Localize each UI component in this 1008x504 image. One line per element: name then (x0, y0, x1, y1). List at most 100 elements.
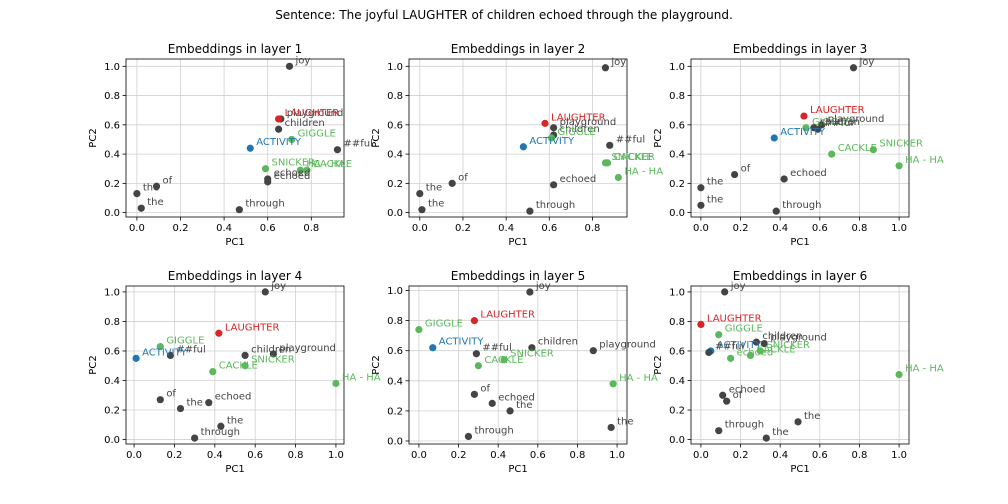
y-tick-label: 0.2 (387, 179, 403, 190)
x-tick-label: 0.0 (411, 450, 427, 461)
point-other (526, 288, 534, 296)
point-other (731, 170, 739, 179)
subplot-3: 0.0 0.2 0.4 0.6 0.8 1.0 0.0 0.2 0.4 0.6 0.8 1.0 Embe… (653, 42, 944, 248)
point-label: GIGGLE (298, 128, 336, 139)
y-axis-label: PC2 (653, 355, 664, 374)
point-label: CACKLE (313, 159, 352, 170)
point-label: through (725, 420, 764, 431)
point-other (152, 182, 161, 190)
point-related (895, 162, 903, 170)
y-tick-label: 0.4 (104, 376, 120, 387)
point-label: echoed (560, 174, 597, 185)
x-tick-label: 0.4 (207, 450, 223, 461)
point-label: playground (599, 340, 656, 351)
y-axis-label: PC2 (88, 355, 99, 374)
y-tick-label: 0.0 (104, 208, 120, 219)
point-other (472, 350, 480, 358)
subplot-title: Embeddings in layer 2 (451, 42, 585, 56)
point-other (448, 179, 456, 187)
point-label: the (772, 427, 788, 438)
point-label: of (741, 164, 751, 175)
point-label: CACKLE (838, 143, 877, 154)
y-tick-label: 0.0 (104, 435, 120, 446)
y-tick-label: 0.6 (387, 120, 403, 131)
point-label: LAUGHTER (480, 310, 535, 321)
y-tick-label: 0.0 (387, 436, 403, 447)
x-tick-label: 0.8 (852, 223, 868, 234)
point-label: ACTIVITY (142, 347, 188, 358)
figure-suptitle: Sentence: The joyful LAUGHTER of childre… (275, 8, 733, 22)
point-label: joy (295, 55, 311, 66)
y-tick-label: 0.8 (387, 91, 403, 102)
subplot-2: 0.0 0.2 0.4 0.6 0.8 0.0 0.2 0.4 0.6 0.8 1.0 Embeddi… (371, 42, 663, 248)
point-label: HA - HA (905, 364, 944, 375)
point-related (209, 368, 217, 376)
point-label: joy (270, 281, 286, 292)
y-tick-label: 0.4 (387, 150, 403, 161)
y-tick-label: 0.6 (104, 346, 120, 357)
point-other (814, 125, 822, 133)
plot-area (691, 59, 909, 217)
point-label: CACKLE (219, 361, 258, 372)
point-related (261, 165, 270, 173)
x-tick-label: 0.6 (530, 450, 546, 461)
point-label: HA - HA (905, 155, 944, 166)
point-related (500, 356, 508, 364)
point-related (746, 351, 755, 360)
x-tick-label: 0.2 (451, 450, 467, 461)
point-label: ACTIVITY (717, 340, 763, 351)
y-tick-label: 0.4 (669, 376, 685, 387)
y-tick-label: 0.6 (104, 120, 120, 131)
point-other (601, 64, 610, 72)
point-other (470, 390, 478, 398)
y-tick-label: 1.0 (387, 286, 403, 297)
point-other (715, 427, 723, 435)
point-label: of (163, 175, 173, 186)
point-other (526, 207, 534, 215)
y-tick-label: 0.4 (387, 376, 403, 387)
x-tick-label: 0.2 (455, 223, 471, 234)
point-other (719, 391, 727, 399)
point-related (288, 135, 296, 144)
point-target (215, 329, 223, 337)
y-tick-label: 0.2 (104, 179, 120, 190)
point-other (752, 338, 761, 346)
point-label: LAUGHTER (707, 313, 762, 324)
point-label: the (187, 398, 203, 409)
x-tick-label: 0.0 (693, 450, 709, 461)
point-label: GIGGLE (166, 336, 204, 347)
y-tick-label: 1.0 (104, 62, 120, 73)
point-related (547, 134, 556, 142)
x-tick-label: 0.0 (126, 450, 142, 461)
x-tick-label: 0.8 (570, 450, 586, 461)
point-other (488, 399, 496, 407)
y-tick-label: 0.6 (669, 346, 685, 357)
point-related (869, 146, 877, 154)
point-label: LAUGHTER (810, 105, 865, 116)
point-other (166, 351, 175, 360)
y-tick-label: 0.8 (104, 317, 120, 328)
y-tick-label: 1.0 (387, 62, 403, 73)
point-label: echoed (498, 392, 535, 403)
point-related (415, 326, 423, 334)
point-other (176, 404, 185, 413)
point-label: of (458, 172, 468, 183)
y-tick-label: 1.0 (104, 287, 120, 298)
point-other (464, 432, 473, 441)
point-label: GIGGLE (425, 319, 463, 330)
y-tick-label: 0.8 (669, 317, 685, 328)
point-label: LAUGHTER (285, 108, 340, 119)
plot-frame (125, 58, 345, 218)
point-label: ACTIVITY (439, 337, 485, 348)
y-axis-label: PC2 (653, 128, 664, 147)
point-other (416, 189, 424, 198)
point-other (137, 204, 145, 212)
point-label: HA - HA (624, 167, 663, 178)
point-label: through (536, 200, 575, 211)
x-axis-label: PC1 (225, 237, 244, 248)
point-label: the (707, 177, 723, 188)
point-label: CACKLE (756, 344, 795, 355)
point-other (264, 178, 272, 186)
point-other (156, 396, 164, 404)
x-tick-label: 0.6 (260, 223, 276, 234)
